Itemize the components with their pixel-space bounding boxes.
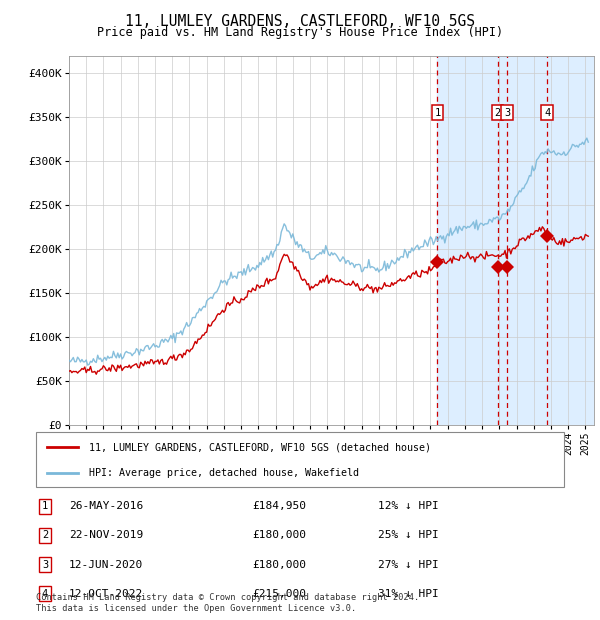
Text: 25% ↓ HPI: 25% ↓ HPI bbox=[378, 530, 439, 541]
Text: 3: 3 bbox=[42, 559, 48, 570]
Text: 2: 2 bbox=[494, 108, 501, 118]
Text: HPI: Average price, detached house, Wakefield: HPI: Average price, detached house, Wake… bbox=[89, 468, 359, 478]
Text: 31% ↓ HPI: 31% ↓ HPI bbox=[378, 588, 439, 599]
Text: 4: 4 bbox=[42, 588, 48, 599]
Text: 1: 1 bbox=[434, 108, 440, 118]
Text: Price paid vs. HM Land Registry's House Price Index (HPI): Price paid vs. HM Land Registry's House … bbox=[97, 26, 503, 39]
Text: 12-JUN-2020: 12-JUN-2020 bbox=[69, 559, 143, 570]
Text: 11, LUMLEY GARDENS, CASTLEFORD, WF10 5GS (detached house): 11, LUMLEY GARDENS, CASTLEFORD, WF10 5GS… bbox=[89, 443, 431, 453]
Text: 1: 1 bbox=[42, 501, 48, 512]
Text: 11, LUMLEY GARDENS, CASTLEFORD, WF10 5GS: 11, LUMLEY GARDENS, CASTLEFORD, WF10 5GS bbox=[125, 14, 475, 29]
Text: 2: 2 bbox=[42, 530, 48, 541]
Text: 3: 3 bbox=[504, 108, 510, 118]
Text: 12-OCT-2022: 12-OCT-2022 bbox=[69, 588, 143, 599]
Text: Contains HM Land Registry data © Crown copyright and database right 2024.
This d: Contains HM Land Registry data © Crown c… bbox=[36, 593, 419, 613]
Text: 26-MAY-2016: 26-MAY-2016 bbox=[69, 501, 143, 512]
Bar bbox=[437, 56, 594, 425]
Text: £215,000: £215,000 bbox=[252, 588, 306, 599]
Text: 27% ↓ HPI: 27% ↓ HPI bbox=[378, 559, 439, 570]
Text: £184,950: £184,950 bbox=[252, 501, 306, 512]
Text: 4: 4 bbox=[544, 108, 550, 118]
Text: 12% ↓ HPI: 12% ↓ HPI bbox=[378, 501, 439, 512]
Text: 22-NOV-2019: 22-NOV-2019 bbox=[69, 530, 143, 541]
Text: £180,000: £180,000 bbox=[252, 559, 306, 570]
Text: £180,000: £180,000 bbox=[252, 530, 306, 541]
